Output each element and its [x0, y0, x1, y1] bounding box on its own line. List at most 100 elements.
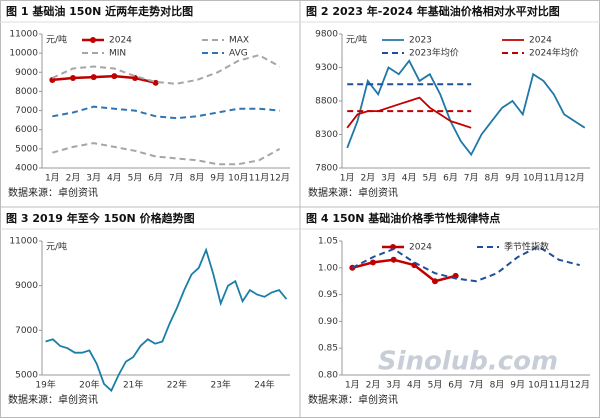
source: 数据来源：卓创资讯: [8, 393, 98, 406]
x-tick-label: 8月: [190, 173, 205, 184]
series-line: [52, 142, 281, 166]
x-tick-label: 10月: [523, 173, 543, 184]
y-tick-label: 0.95: [318, 290, 338, 300]
source: 数据来源：卓创资讯: [8, 186, 98, 199]
legend-marker: [90, 37, 96, 43]
legend-label: 2024年均价: [529, 47, 579, 59]
x-tick-label: 21年: [123, 379, 143, 391]
x-tick-label: 4月: [107, 173, 122, 184]
y-tick-label: 10000: [9, 49, 38, 59]
y-tick-label: 7000: [15, 326, 38, 336]
chart-title: 图 2 2023 年-2024 年基础油价格相对水平对比图: [306, 4, 560, 18]
y-tick-label: 9000: [15, 68, 38, 78]
x-tick-label: 20年: [79, 379, 99, 391]
series-line: [351, 245, 580, 283]
x-tick-label: 6月: [448, 380, 463, 391]
x-tick-label: 22年: [167, 379, 187, 391]
y-tick-label: 4000: [15, 164, 38, 174]
y-tick-label: 7000: [15, 106, 38, 116]
x-tick-label: 5月: [128, 173, 143, 184]
point: [111, 73, 118, 80]
series-line: [351, 258, 457, 283]
x-tick-label: 11月: [549, 380, 569, 391]
x-tick-label: 6月: [443, 173, 458, 184]
x-tick-label: 9月: [210, 173, 225, 184]
y-tick-label: 0.85: [318, 344, 338, 354]
x-tick-label: 9月: [505, 173, 520, 184]
series-line: [45, 247, 288, 393]
x-tick-label: 2月: [366, 380, 381, 391]
y-tick-label: 1.00: [318, 263, 338, 273]
series-line: [346, 59, 586, 157]
y-tick-label: 5000: [15, 144, 38, 154]
y-tick-label: 11000: [9, 30, 38, 40]
x-tick-label: 7月: [169, 173, 184, 184]
point: [152, 79, 159, 86]
point: [432, 278, 438, 285]
x-tick-label: 12月: [569, 380, 589, 391]
x-tick-label: 1月: [45, 173, 60, 184]
series-line: [52, 74, 156, 85]
x-tick-label: 23年: [210, 379, 230, 391]
point: [70, 75, 76, 82]
x-tick-label: 12月: [269, 173, 289, 184]
series-line: [51, 54, 281, 85]
x-tick-label: 24年: [254, 379, 274, 391]
unit-label: 元/吨: [46, 241, 67, 253]
y-tick-label: 9300: [315, 63, 338, 73]
x-tick-label: 8月: [490, 380, 505, 391]
legend-label: AVG: [229, 49, 248, 59]
x-tick-label: 10月: [228, 173, 248, 184]
x-tick-label: 3月: [381, 173, 396, 184]
x-tick-label: 5月: [422, 173, 437, 184]
x-tick-label: 6月: [148, 173, 163, 184]
watermark: Sinolub.com: [378, 347, 558, 377]
series-line: [52, 105, 280, 120]
x-tick-label: 11月: [249, 173, 269, 184]
x-tick-label: 7月: [469, 380, 484, 391]
x-tick-label: 12月: [564, 173, 584, 184]
y-tick-label: 8300: [315, 130, 338, 140]
legend-label: 2024: [529, 36, 552, 46]
x-tick-label: 3月: [86, 173, 101, 184]
point: [90, 74, 97, 81]
legend-label: MIN: [109, 49, 126, 59]
source: 数据来源：卓创资讯: [308, 393, 398, 406]
y-tick-label: 1.05: [318, 237, 338, 247]
legend-label: MAX: [229, 36, 249, 46]
point: [49, 76, 56, 83]
chart-title: 图 4 150N 基础油价格季节性规律特点: [306, 211, 500, 225]
point: [390, 256, 397, 263]
source: 数据来源：卓创资讯: [308, 186, 398, 199]
unit-label: 元/吨: [46, 34, 67, 46]
chart-title: 图 1 基础油 150N 近两年走势对比图: [6, 4, 193, 18]
y-tick-label: 8000: [15, 87, 38, 97]
y-tick-label: 9000: [15, 281, 38, 291]
unit-label: 元/吨: [346, 34, 367, 46]
y-tick-label: 0.90: [318, 317, 338, 327]
legend-label: 季节性指数: [504, 241, 549, 253]
point: [370, 259, 376, 266]
legend-label: 2023: [409, 36, 432, 46]
x-tick-label: 8月: [484, 173, 499, 184]
y-tick-label: 5000: [15, 371, 38, 381]
x-tick-label: 1月: [345, 380, 360, 391]
legend-label: 2023年均价: [409, 47, 459, 59]
y-tick-label: 0.80: [318, 371, 338, 381]
x-tick-label: 10月: [528, 380, 548, 391]
x-tick-label: 5月: [428, 380, 443, 391]
x-tick-label: 1月: [340, 173, 355, 184]
x-tick-label: 9月: [510, 380, 525, 391]
y-tick-label: 9800: [315, 30, 338, 40]
x-tick-label: 7月: [464, 173, 479, 184]
x-tick-label: 2月: [360, 173, 375, 184]
y-tick-label: 11000: [9, 237, 38, 247]
legend-label: 2024: [109, 36, 132, 46]
legend-label: 2024: [409, 243, 432, 253]
x-tick-label: 11月: [544, 173, 564, 184]
x-tick-label: 4月: [407, 380, 422, 391]
x-tick-label: 3月: [386, 380, 401, 391]
chart-title: 图 3 2019 年至今 150N 价格趋势图: [6, 211, 195, 225]
y-tick-label: 7800: [315, 164, 338, 174]
